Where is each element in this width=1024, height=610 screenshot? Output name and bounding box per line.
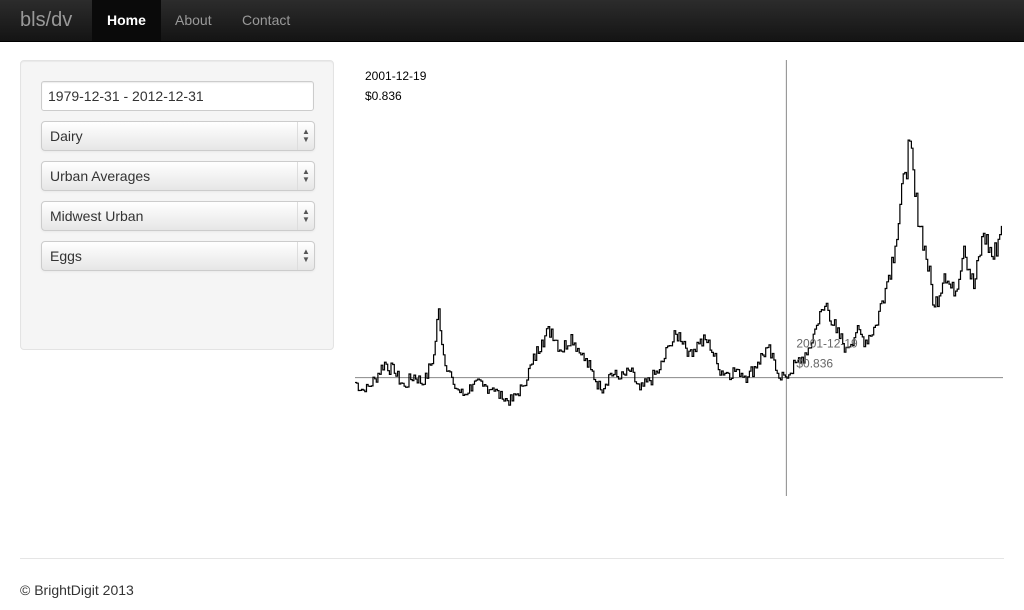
select-arrows-icon: ▲ ▼: [297, 242, 314, 270]
area-type-select[interactable]: Urban Averages ▲ ▼: [41, 161, 315, 191]
item-select[interactable]: Eggs ▲ ▼: [41, 241, 315, 271]
select-arrows-icon: ▲ ▼: [297, 162, 314, 190]
footer-divider: [20, 558, 1004, 559]
area-type-select-value: Urban Averages: [50, 168, 151, 184]
price-line-chart[interactable]: 2001-12-19 $0.836 2001-12-19 $0.836: [355, 58, 1005, 503]
category-select-value: Dairy: [50, 128, 83, 144]
nav-item-contact[interactable]: Contact: [242, 12, 291, 28]
region-select-value: Midwest Urban: [50, 208, 144, 224]
date-range-input[interactable]: [41, 81, 314, 111]
select-arrows-icon: ▲ ▼: [297, 202, 314, 230]
select-arrows-icon: ▲ ▼: [297, 122, 314, 150]
tooltip-value: $0.836: [365, 89, 402, 103]
nav-item-home[interactable]: Home: [92, 0, 161, 41]
category-select[interactable]: Dairy ▲ ▼: [41, 121, 315, 151]
item-select-value: Eggs: [50, 248, 82, 264]
top-navbar: bls/dv Home About Contact: [0, 0, 1024, 42]
region-select[interactable]: Midwest Urban ▲ ▼: [41, 201, 315, 231]
brand-logo-link[interactable]: bls/dv: [20, 9, 73, 31]
filter-panel: Dairy ▲▼ Urban Averages ▲▼ Midwest Urban…: [20, 60, 334, 350]
tooltip-date: 2001-12-19: [365, 69, 427, 83]
crosshair-value-label: $0.836: [796, 357, 833, 371]
crosshair-date-label: 2001-12-19: [796, 337, 858, 351]
footer-copyright: © BrightDigit 2013: [20, 582, 134, 598]
series-line: [355, 139, 1002, 406]
nav-item-about[interactable]: About: [175, 12, 212, 28]
